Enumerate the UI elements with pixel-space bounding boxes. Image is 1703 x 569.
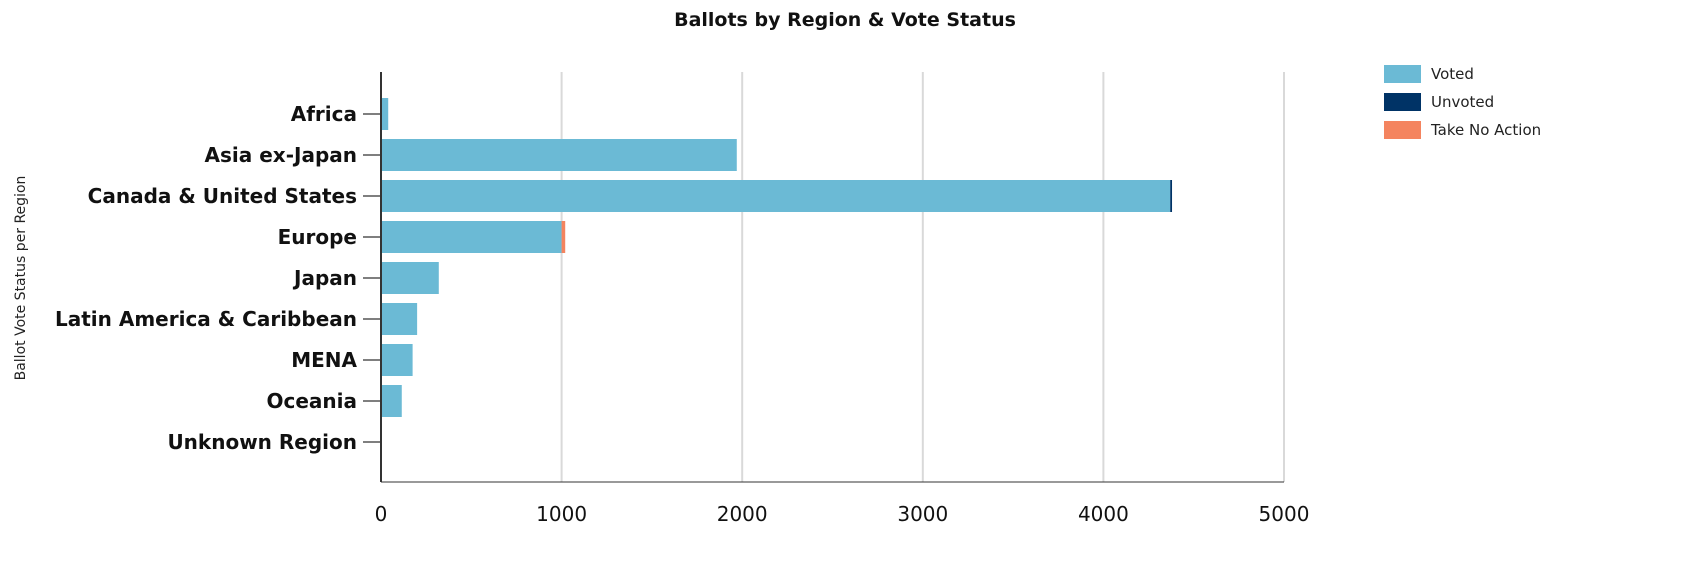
category-label: Latin America & Caribbean (55, 307, 357, 331)
grid-lines (560, 72, 1285, 482)
bar-segment (381, 262, 439, 294)
bar-segment (381, 344, 413, 376)
x-tick-label: 5000 (1259, 502, 1310, 526)
legend-swatch (1384, 65, 1421, 83)
legend-swatch (1384, 121, 1421, 139)
bar-segment (381, 98, 389, 130)
category-label: Unknown Region (167, 430, 357, 454)
bar-segment (1170, 180, 1173, 212)
chart-title: Ballots by Region & Vote Status (674, 9, 1016, 31)
bar-segment (381, 180, 1171, 212)
x-tick-label: 0 (375, 502, 388, 526)
x-tick-label: 2000 (717, 502, 768, 526)
legend: Voted Unvoted Take No Action (1384, 65, 1541, 139)
x-tick-label: 1000 (536, 502, 587, 526)
legend-label: Voted (1431, 65, 1474, 83)
category-label: Africa (291, 102, 357, 126)
category-label: Asia ex-Japan (205, 143, 357, 167)
category-labels: Africa Asia ex-Japan Canada & United State… (55, 102, 358, 454)
axes (363, 72, 1284, 483)
bar-segment (381, 303, 418, 335)
category-label: Europe (278, 225, 357, 249)
x-tick-label: 3000 (897, 502, 948, 526)
bar-segment (381, 221, 562, 253)
y-axis-label: Ballot Vote Status per Region (13, 176, 29, 381)
bar-segment (381, 139, 737, 171)
legend-label: Take No Action (1430, 121, 1541, 139)
bar-segment (561, 221, 566, 253)
bars (381, 98, 1173, 417)
legend-swatch (1384, 93, 1421, 111)
legend-label: Unvoted (1431, 93, 1494, 111)
category-label: MENA (291, 348, 357, 372)
category-label: Oceania (266, 389, 357, 413)
x-tick-label: 4000 (1078, 502, 1129, 526)
category-label: Japan (292, 266, 357, 290)
x-tick-labels: 0 1000 2000 3000 4000 5000 (375, 502, 1310, 526)
bar-segment (381, 385, 402, 417)
category-label: Canada & United States (88, 184, 357, 208)
